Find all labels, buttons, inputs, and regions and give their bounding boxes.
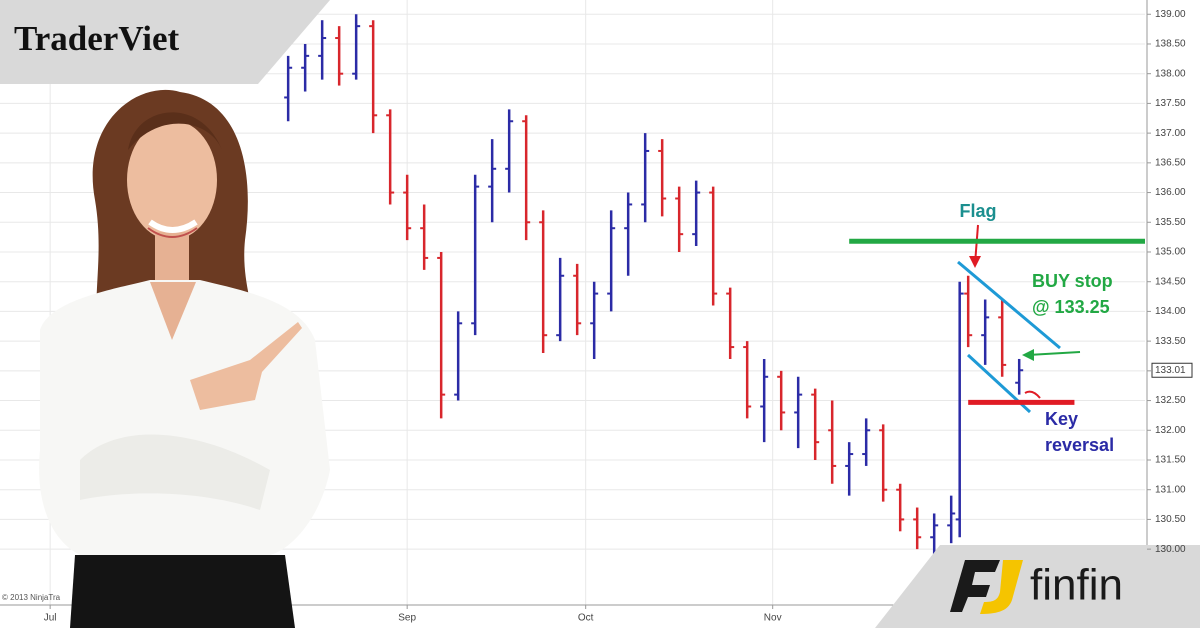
y-tick-label: 139.00 xyxy=(1155,9,1186,20)
x-tick-label: Nov xyxy=(764,613,782,624)
y-tick-label: 134.00 xyxy=(1155,306,1186,317)
y-tick-label: 130.00 xyxy=(1155,544,1186,555)
logo-text: finfin xyxy=(1030,561,1123,610)
y-tick-label: 138.50 xyxy=(1155,39,1186,50)
brand-banner xyxy=(0,0,330,84)
y-tick-label: 136.50 xyxy=(1155,157,1186,168)
y-tick-label: 135.50 xyxy=(1155,217,1186,228)
arrow xyxy=(1027,351,1081,356)
x-tick-label: Sep xyxy=(398,613,416,624)
annotation: reversal xyxy=(1045,435,1114,455)
annotation: Flag xyxy=(959,201,996,221)
y-tick-label: 138.00 xyxy=(1155,68,1186,79)
arrow xyxy=(1024,390,1041,399)
x-tick-label: Oct xyxy=(578,613,594,624)
logo-mark xyxy=(980,560,1023,614)
bars xyxy=(284,14,1024,556)
x-tick-label: Jul xyxy=(44,613,57,624)
arrow-head xyxy=(1022,349,1034,361)
y-tick-label: 133.50 xyxy=(1155,336,1186,347)
y-tick-label: 130.50 xyxy=(1155,514,1186,525)
person xyxy=(39,89,331,628)
y-tick-label: 132.50 xyxy=(1155,395,1186,406)
annotation: BUY stop xyxy=(1032,271,1113,291)
y-tick-label: 132.00 xyxy=(1155,425,1186,436)
last-price-label: 133.01 xyxy=(1155,365,1186,376)
y-tick-label: 131.00 xyxy=(1155,484,1186,495)
y-tick-label: 137.00 xyxy=(1155,128,1186,139)
brand: TraderViet xyxy=(14,19,180,58)
last-price-box xyxy=(1151,362,1193,378)
y-tick-label: 137.50 xyxy=(1155,98,1186,109)
y-tick-label: 131.50 xyxy=(1155,455,1186,466)
y-tick-label: 134.50 xyxy=(1155,276,1186,287)
copyright: © 2013 NinjaTra xyxy=(2,593,61,602)
annotation: @ 133.25 xyxy=(1032,297,1110,317)
annotation: Key xyxy=(1045,409,1078,429)
logo-mark xyxy=(950,560,1000,612)
flag-line xyxy=(957,260,1061,350)
annotations: Flag BUY stop @ 133.25 Key reversal xyxy=(957,201,1114,455)
arrow-head xyxy=(969,256,981,268)
y-tick-label: 135.00 xyxy=(1155,247,1186,258)
y-tick-label: 136.00 xyxy=(1155,187,1186,198)
